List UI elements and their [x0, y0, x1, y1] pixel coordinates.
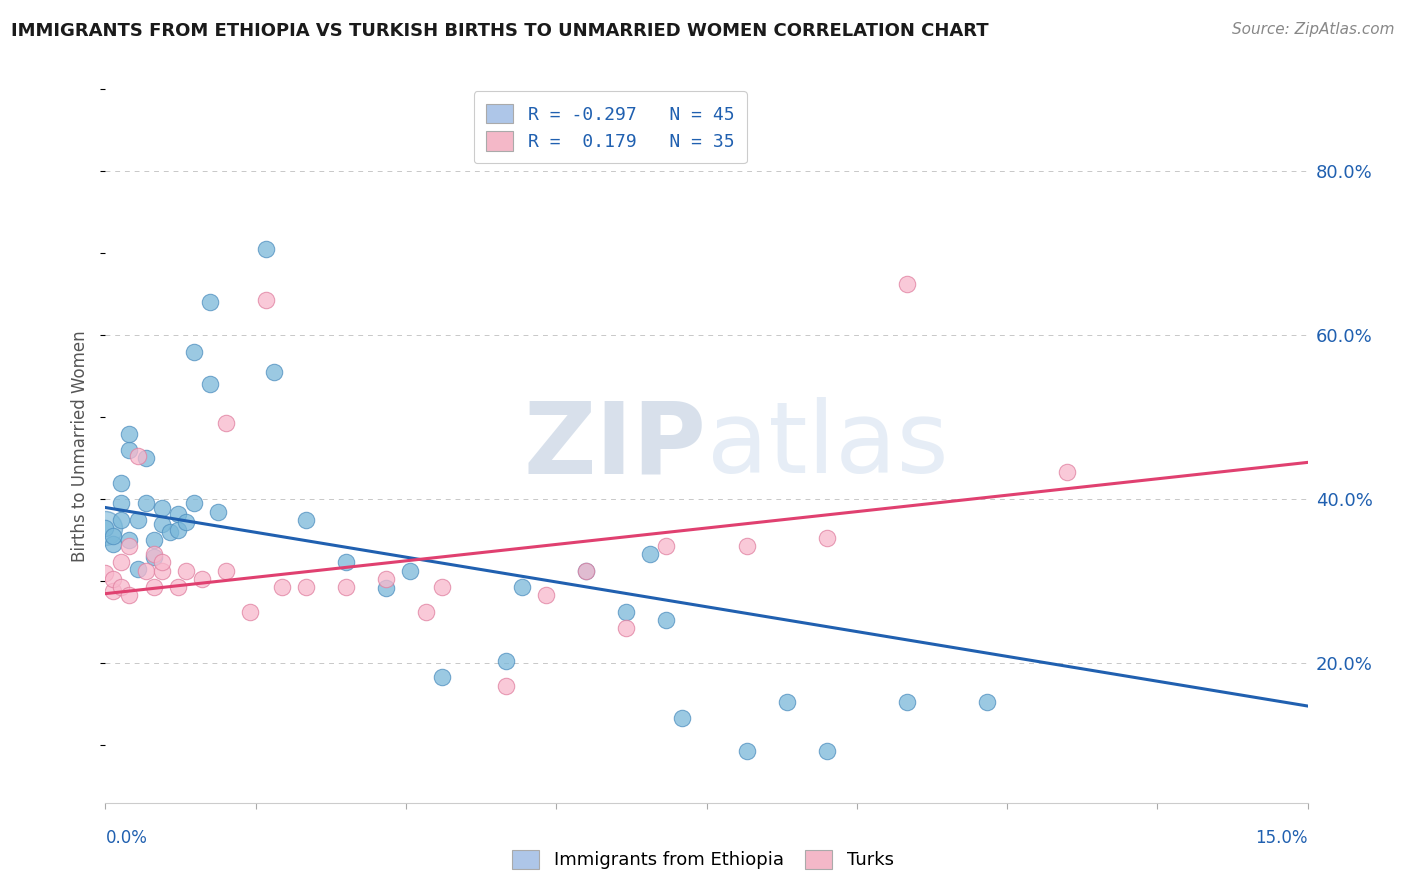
Point: [263, 365, 285, 379]
Point: [103, 584, 125, 599]
Point: [534, 588, 557, 602]
Point: [575, 564, 598, 578]
Point: [118, 533, 141, 548]
Point: [127, 513, 149, 527]
Point: [94, 521, 117, 535]
Point: [183, 496, 205, 510]
Point: [1056, 465, 1078, 479]
Point: [110, 556, 132, 570]
Point: [735, 744, 758, 758]
Point: [150, 516, 173, 531]
Point: [399, 564, 422, 578]
Text: 0.0%: 0.0%: [105, 829, 148, 847]
Point: [103, 529, 125, 543]
Point: [159, 525, 181, 540]
Legend: Immigrants from Ethiopia, Turks: Immigrants from Ethiopia, Turks: [503, 840, 903, 879]
Point: [510, 580, 533, 594]
Point: [118, 426, 141, 441]
Point: [135, 496, 157, 510]
Point: [110, 513, 132, 527]
Point: [142, 533, 165, 548]
Point: [374, 581, 398, 595]
Point: [150, 500, 173, 515]
Point: [110, 496, 132, 510]
Point: [655, 539, 678, 553]
Point: [103, 572, 125, 586]
Point: [616, 605, 638, 619]
Point: [150, 564, 173, 578]
Point: [127, 562, 149, 576]
Point: [142, 580, 165, 594]
Point: [166, 580, 188, 594]
Point: [335, 556, 357, 570]
Point: [616, 621, 638, 635]
Point: [103, 537, 125, 551]
Point: [270, 580, 292, 594]
Point: [150, 556, 173, 570]
Point: [575, 564, 598, 578]
Point: [254, 293, 277, 307]
Point: [207, 505, 229, 519]
Point: [118, 588, 141, 602]
Point: [640, 547, 662, 561]
Point: [118, 539, 141, 553]
Point: [735, 539, 758, 553]
Point: [190, 572, 212, 586]
Point: [495, 679, 517, 693]
Point: [896, 695, 918, 709]
Text: ZIP: ZIP: [523, 398, 707, 494]
Point: [335, 580, 357, 594]
Point: [214, 564, 236, 578]
Point: [815, 531, 838, 545]
Point: [295, 580, 318, 594]
Text: 15.0%: 15.0%: [1256, 829, 1308, 847]
Point: [896, 277, 918, 291]
Point: [295, 513, 318, 527]
Point: [183, 344, 205, 359]
Point: [198, 295, 221, 310]
Point: [166, 507, 188, 521]
Point: [135, 564, 157, 578]
Point: [815, 744, 838, 758]
Point: [166, 524, 188, 538]
Point: [495, 654, 517, 668]
Point: [110, 475, 132, 490]
Y-axis label: Births to Unmarried Women: Births to Unmarried Women: [72, 330, 90, 562]
Point: [415, 605, 437, 619]
Point: [430, 580, 453, 594]
Text: Source: ZipAtlas.com: Source: ZipAtlas.com: [1232, 22, 1395, 37]
Point: [142, 547, 165, 561]
Point: [671, 711, 693, 725]
Point: [174, 564, 197, 578]
Point: [127, 449, 149, 463]
Point: [174, 516, 197, 530]
Point: [374, 572, 398, 586]
Point: [118, 443, 141, 458]
Point: [214, 416, 236, 430]
Point: [142, 549, 165, 564]
Point: [239, 605, 262, 619]
Point: [655, 613, 678, 627]
Point: [430, 670, 453, 684]
Point: [776, 695, 799, 709]
Point: [198, 377, 221, 392]
Point: [94, 566, 117, 581]
Point: [94, 521, 117, 535]
Point: [110, 580, 132, 594]
Point: [254, 242, 277, 256]
Point: [976, 695, 998, 709]
Text: atlas: atlas: [707, 398, 948, 494]
Text: IMMIGRANTS FROM ETHIOPIA VS TURKISH BIRTHS TO UNMARRIED WOMEN CORRELATION CHART: IMMIGRANTS FROM ETHIOPIA VS TURKISH BIRT…: [11, 22, 988, 40]
Point: [135, 451, 157, 466]
Legend: R = -0.297   N = 45, R =  0.179   N = 35: R = -0.297 N = 45, R = 0.179 N = 35: [474, 91, 747, 163]
